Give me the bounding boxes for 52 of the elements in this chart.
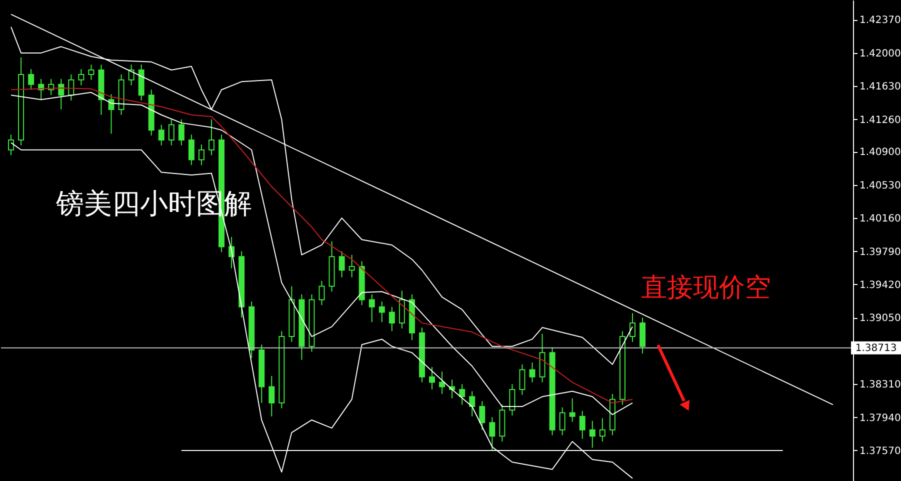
candlestick [579,410,586,440]
candlestick [378,301,385,323]
candlestick [8,134,14,156]
candlestick [348,254,355,278]
candlestick [158,124,164,146]
y-tick-label: 1.42370 [860,15,901,26]
y-tick-label: 1.39050 [860,313,901,324]
y-tick-label: 1.39790 [860,246,901,258]
candlestick [318,280,325,306]
y-tick-label: 1.40900 [860,147,901,158]
candlestick [459,384,466,406]
candlestick [429,366,436,390]
candlestick [469,390,476,417]
y-tick-label: 1.39420 [860,280,901,291]
y-tick-label: 1.40530 [860,180,901,192]
candlestick [589,420,596,448]
y-tick-label: 1.42000 [860,48,901,60]
candlestick [338,250,345,278]
y-tick-label: 1.41630 [860,82,901,93]
annotation: 直接现价空 [641,273,771,302]
candlestick [559,406,566,436]
candlestick [388,306,395,332]
y-tick-label: 1.38310 [860,380,901,391]
y-tick-label: 1.41260 [860,114,901,126]
candlestick [78,68,84,86]
candlestick [599,418,606,442]
candlestick [128,64,134,86]
candlestick [198,144,204,166]
candlestick [208,118,214,156]
candlestick [188,134,194,166]
candlestick [178,118,184,146]
y-tick-label: 1.40160 [860,214,901,225]
candlestick [519,364,526,396]
candlestick [640,317,646,354]
candlestick [629,312,636,342]
candlestick [28,68,34,90]
candlestick [58,78,64,110]
candlestick [108,94,114,134]
candlestick [268,376,275,417]
candlestick [398,290,405,329]
candlestick [168,118,174,146]
candlestick [479,400,486,430]
y-tick-label: 1.37940 [860,412,901,424]
candlestick [439,371,446,394]
candlestick [529,362,536,383]
candlestick [489,416,496,451]
candlestick [88,64,94,80]
candlestick [368,294,375,323]
y-tick-label: 1.37570 [860,446,901,457]
candlestick [509,384,516,416]
candlestick [569,398,576,422]
ref-line-label: 1.38713 [855,342,897,354]
